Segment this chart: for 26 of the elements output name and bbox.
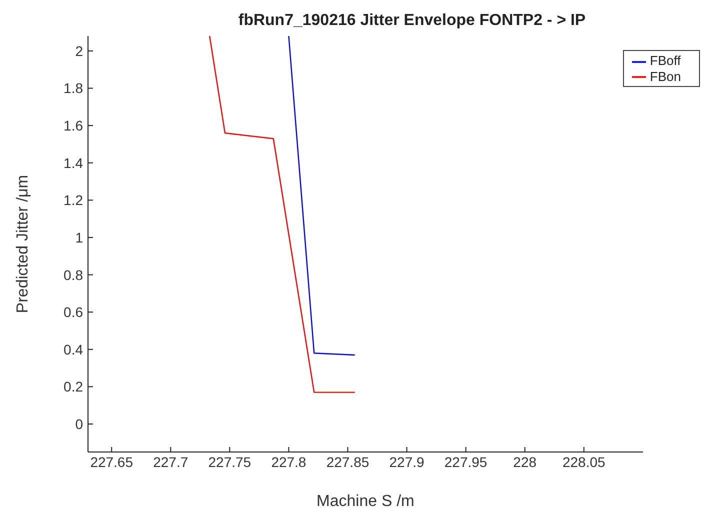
x-tick-label: 228 <box>513 454 537 470</box>
y-tick-label: 1.4 <box>64 154 84 171</box>
legend-label: FBoff <box>650 53 681 68</box>
y-tick-label: 2 <box>75 42 84 59</box>
x-tick-label: 227.95 <box>444 454 488 470</box>
x-tick-label: 227.85 <box>326 454 370 470</box>
line-series <box>209 36 356 393</box>
y-tick-label: 0.6 <box>64 304 84 320</box>
x-tick-label: 227.8 <box>271 454 306 470</box>
y-tick-label: 1.8 <box>64 80 84 96</box>
y-tick-label: 0.4 <box>64 341 84 358</box>
y-tick-label: 0 <box>75 416 84 432</box>
y-tick-label: 0.2 <box>64 378 84 395</box>
chart-title: fbRun7_190216 Jitter Envelope FONTP2 - > IP <box>237 12 587 30</box>
x-tick-label: 227.7 <box>153 454 188 470</box>
y-tick-label: 0.8 <box>64 266 84 283</box>
legend-label: FBon <box>650 68 681 84</box>
x-tick-label: 228.05 <box>562 454 606 470</box>
y-tick-label: 1.2 <box>64 192 84 208</box>
y-tick-label: 1.6 <box>64 118 84 134</box>
x-tick-label: 227.75 <box>208 454 252 470</box>
x-tick-label: 227.65 <box>90 454 134 470</box>
y-axis-title: Predicted Jitter /μm <box>14 174 32 314</box>
y-tick-label: 1 <box>75 229 84 246</box>
x-tick-label: 227.9 <box>389 454 425 470</box>
x-axis-title: Machine S /m <box>316 493 414 510</box>
